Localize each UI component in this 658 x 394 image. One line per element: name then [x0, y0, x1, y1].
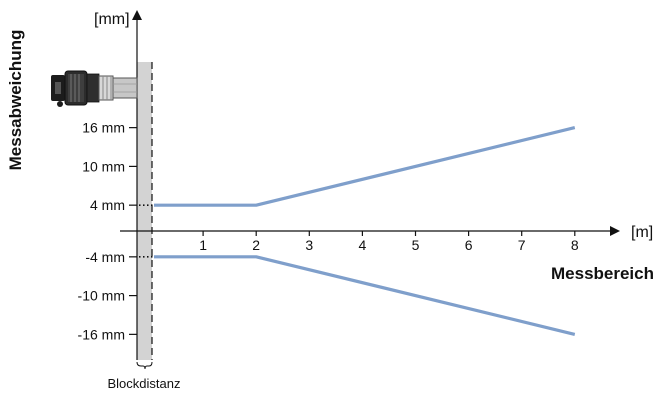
y-tick-label: 10 mm: [82, 158, 125, 174]
series-line-upper: [154, 126, 576, 207]
x-tick-label: 3: [305, 237, 313, 253]
sensor-icon: [51, 70, 138, 107]
x-unit-label: [m]: [631, 224, 653, 241]
x-tick-label: 8: [571, 237, 579, 253]
blind-zone-band: [137, 62, 152, 360]
y-tick-label: -4 mm: [85, 249, 125, 265]
blind-zone-brace: [136, 361, 153, 370]
x-tick-label: 5: [412, 237, 420, 253]
y-tick-label: -10 mm: [78, 288, 125, 304]
x-tick-label: 4: [359, 237, 367, 253]
y-tick-label: -16 mm: [78, 326, 125, 342]
series-line-lower: [154, 255, 576, 336]
x-tick-label: 7: [518, 237, 526, 253]
x-axis-title: Messbereich: [551, 264, 654, 283]
y-unit-label: [mm]: [94, 11, 130, 28]
x-tick-label: 1: [199, 237, 207, 253]
y-axis-title: Messabweichung: [6, 30, 25, 171]
y-tick-label: 16 mm: [82, 120, 125, 136]
y-tick-label: 4 mm: [90, 197, 125, 213]
x-tick-label: 2: [252, 237, 260, 253]
x-tick-label: 6: [465, 237, 473, 253]
blind-zone-label: Blockdistanz: [108, 376, 181, 391]
